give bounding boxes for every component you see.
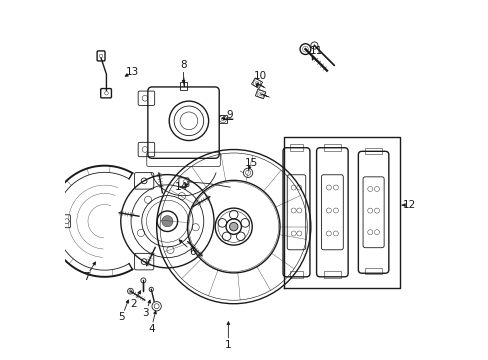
Text: 7: 7 [82,272,89,282]
Circle shape [141,278,145,283]
Circle shape [149,287,153,292]
Bar [323,144,340,150]
Text: 14: 14 [175,182,188,192]
Bar [289,271,303,278]
Text: 8: 8 [180,60,186,70]
Text: 6: 6 [189,247,195,257]
Circle shape [300,44,310,54]
Text: 1: 1 [224,340,231,350]
Bar [289,144,303,150]
Circle shape [162,216,173,227]
Circle shape [229,222,238,231]
Circle shape [310,42,317,49]
Bar [323,271,340,278]
Text: 2: 2 [130,299,136,309]
Text: 15: 15 [244,158,258,168]
Text: 4: 4 [148,324,154,334]
Bar [365,267,381,274]
Text: 10: 10 [254,71,266,81]
Text: 5: 5 [118,312,125,322]
Text: 13: 13 [126,67,139,77]
Text: 9: 9 [226,111,233,121]
Text: 11: 11 [309,46,322,56]
Circle shape [127,288,133,294]
Bar [365,148,381,154]
Text: 12: 12 [402,200,415,210]
Text: 3: 3 [142,308,149,318]
